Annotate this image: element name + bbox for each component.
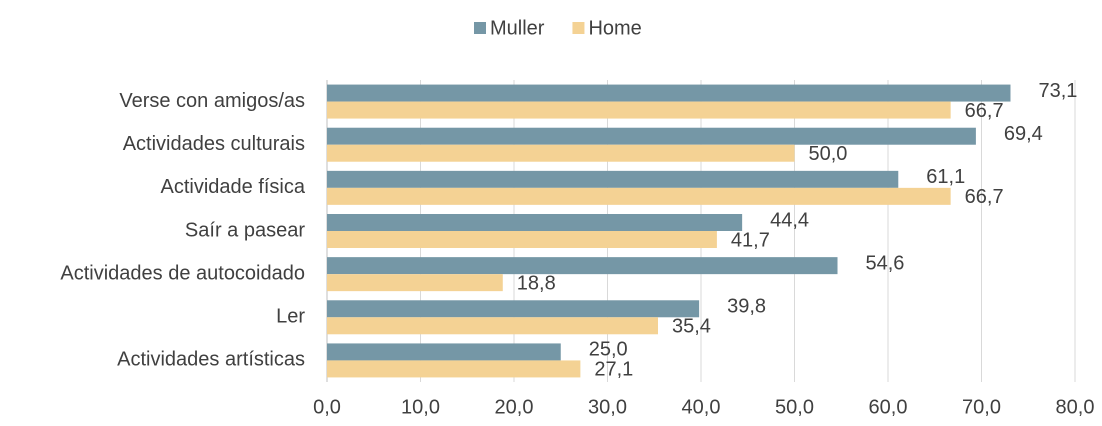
bar	[327, 214, 743, 231]
legend-swatch	[572, 22, 585, 34]
bar	[327, 187, 951, 205]
x-tick-label: 70,0	[962, 396, 1001, 418]
bar	[327, 127, 976, 145]
y-tick-label: Actividade física	[160, 176, 305, 198]
y-tick-label: Ler	[276, 306, 305, 328]
data-label: 54,6	[866, 252, 905, 274]
bar	[327, 101, 951, 119]
x-tick-label: 80,0	[1056, 396, 1095, 418]
data-label: 41,7	[731, 229, 770, 251]
x-tick-label: 0,0	[313, 396, 341, 418]
data-label: 39,8	[727, 296, 766, 318]
bar	[327, 144, 795, 162]
bar	[327, 360, 581, 378]
data-label: 18,8	[517, 272, 556, 294]
y-tick-label: Actividades culturais	[123, 133, 305, 155]
data-label: 35,4	[672, 316, 711, 338]
bar	[327, 84, 1011, 102]
x-tick-label: 20,0	[495, 396, 534, 418]
bar	[327, 300, 700, 318]
x-tick-label: 40,0	[682, 396, 721, 418]
data-label: 27,1	[594, 359, 633, 381]
x-tick-label: 10,0	[401, 396, 440, 418]
y-tick-label: Saír a pasear	[185, 219, 305, 241]
data-label: 61,1	[926, 166, 965, 188]
x-tick-label: 50,0	[775, 396, 814, 418]
y-tick-label: Verse con amigos/as	[119, 90, 305, 112]
data-label: 73,1	[1038, 80, 1077, 102]
y-tick-label: Actividades artísticas	[117, 349, 305, 371]
bar	[327, 257, 838, 275]
data-label: 44,4	[770, 209, 809, 231]
data-label: 66,7	[965, 100, 1004, 122]
bar	[327, 317, 658, 335]
data-label: 25,0	[589, 339, 628, 361]
bar	[327, 231, 717, 248]
legend-label: Muller	[490, 17, 545, 39]
x-tick-label: 60,0	[869, 396, 908, 418]
legend-swatch	[474, 22, 486, 34]
bar	[327, 170, 899, 188]
y-tick-label: Actividades de autocoidado	[60, 262, 305, 284]
bar	[327, 274, 503, 292]
bar	[327, 343, 561, 361]
data-label: 50,0	[809, 143, 848, 165]
data-label: 66,7	[965, 186, 1004, 208]
legend-label: Home	[588, 17, 641, 39]
x-tick-label: 30,0	[588, 396, 627, 418]
data-label: 69,4	[1004, 123, 1043, 145]
